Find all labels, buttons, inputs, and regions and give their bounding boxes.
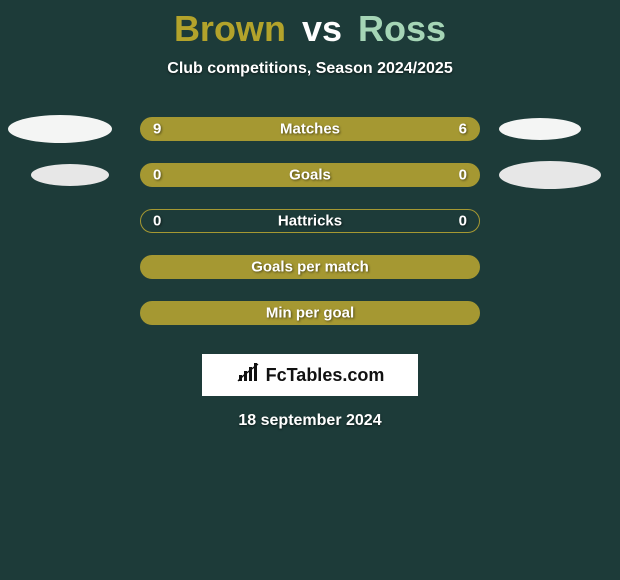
stat-bar: 0 Goals 0: [140, 163, 480, 187]
subtitle: Club competitions, Season 2024/2025: [0, 60, 620, 78]
stat-row: 0 Goals 0: [0, 152, 620, 198]
stat-bar: Min per goal: [140, 301, 480, 325]
player1-ellipse: [31, 164, 109, 186]
stat-row: Min per goal: [0, 290, 620, 336]
stat-label: Min per goal: [266, 305, 354, 322]
stat-bar: 9 Matches 6: [140, 117, 480, 141]
stat-row: 9 Matches 6: [0, 106, 620, 152]
stat-bar: Goals per match: [140, 255, 480, 279]
stat-left-value: 9: [153, 121, 161, 138]
branding-text: FcTables.com: [266, 365, 385, 386]
stat-right-value: 0: [459, 167, 467, 184]
vs-label: vs: [302, 8, 342, 49]
stat-rows-container: 9 Matches 6 0 Goals 0 0 Hattricks 0 Goals per mat…: [0, 106, 620, 336]
stat-right-value: 6: [459, 121, 467, 138]
player2-ellipse: [499, 118, 581, 140]
stat-left-value: 0: [153, 167, 161, 184]
player1-name: Brown: [174, 8, 286, 49]
stat-row: Goals per match: [0, 244, 620, 290]
stat-row: 0 Hattricks 0: [0, 198, 620, 244]
stat-right-value: 0: [459, 213, 467, 230]
stat-label: Matches: [280, 121, 340, 138]
bar-chart-icon: [236, 361, 260, 390]
date-text: 18 september 2024: [0, 412, 620, 430]
branding-badge: FcTables.com: [202, 354, 418, 396]
stat-label: Goals: [289, 167, 331, 184]
comparison-title: Brown vs Ross: [0, 0, 620, 50]
stat-label: Hattricks: [278, 213, 342, 230]
stat-left-value: 0: [153, 213, 161, 230]
stat-label: Goals per match: [251, 259, 369, 276]
stat-bar: 0 Hattricks 0: [140, 209, 480, 233]
player2-name: Ross: [358, 8, 446, 49]
player1-ellipse: [8, 115, 112, 143]
player2-ellipse: [499, 161, 601, 189]
